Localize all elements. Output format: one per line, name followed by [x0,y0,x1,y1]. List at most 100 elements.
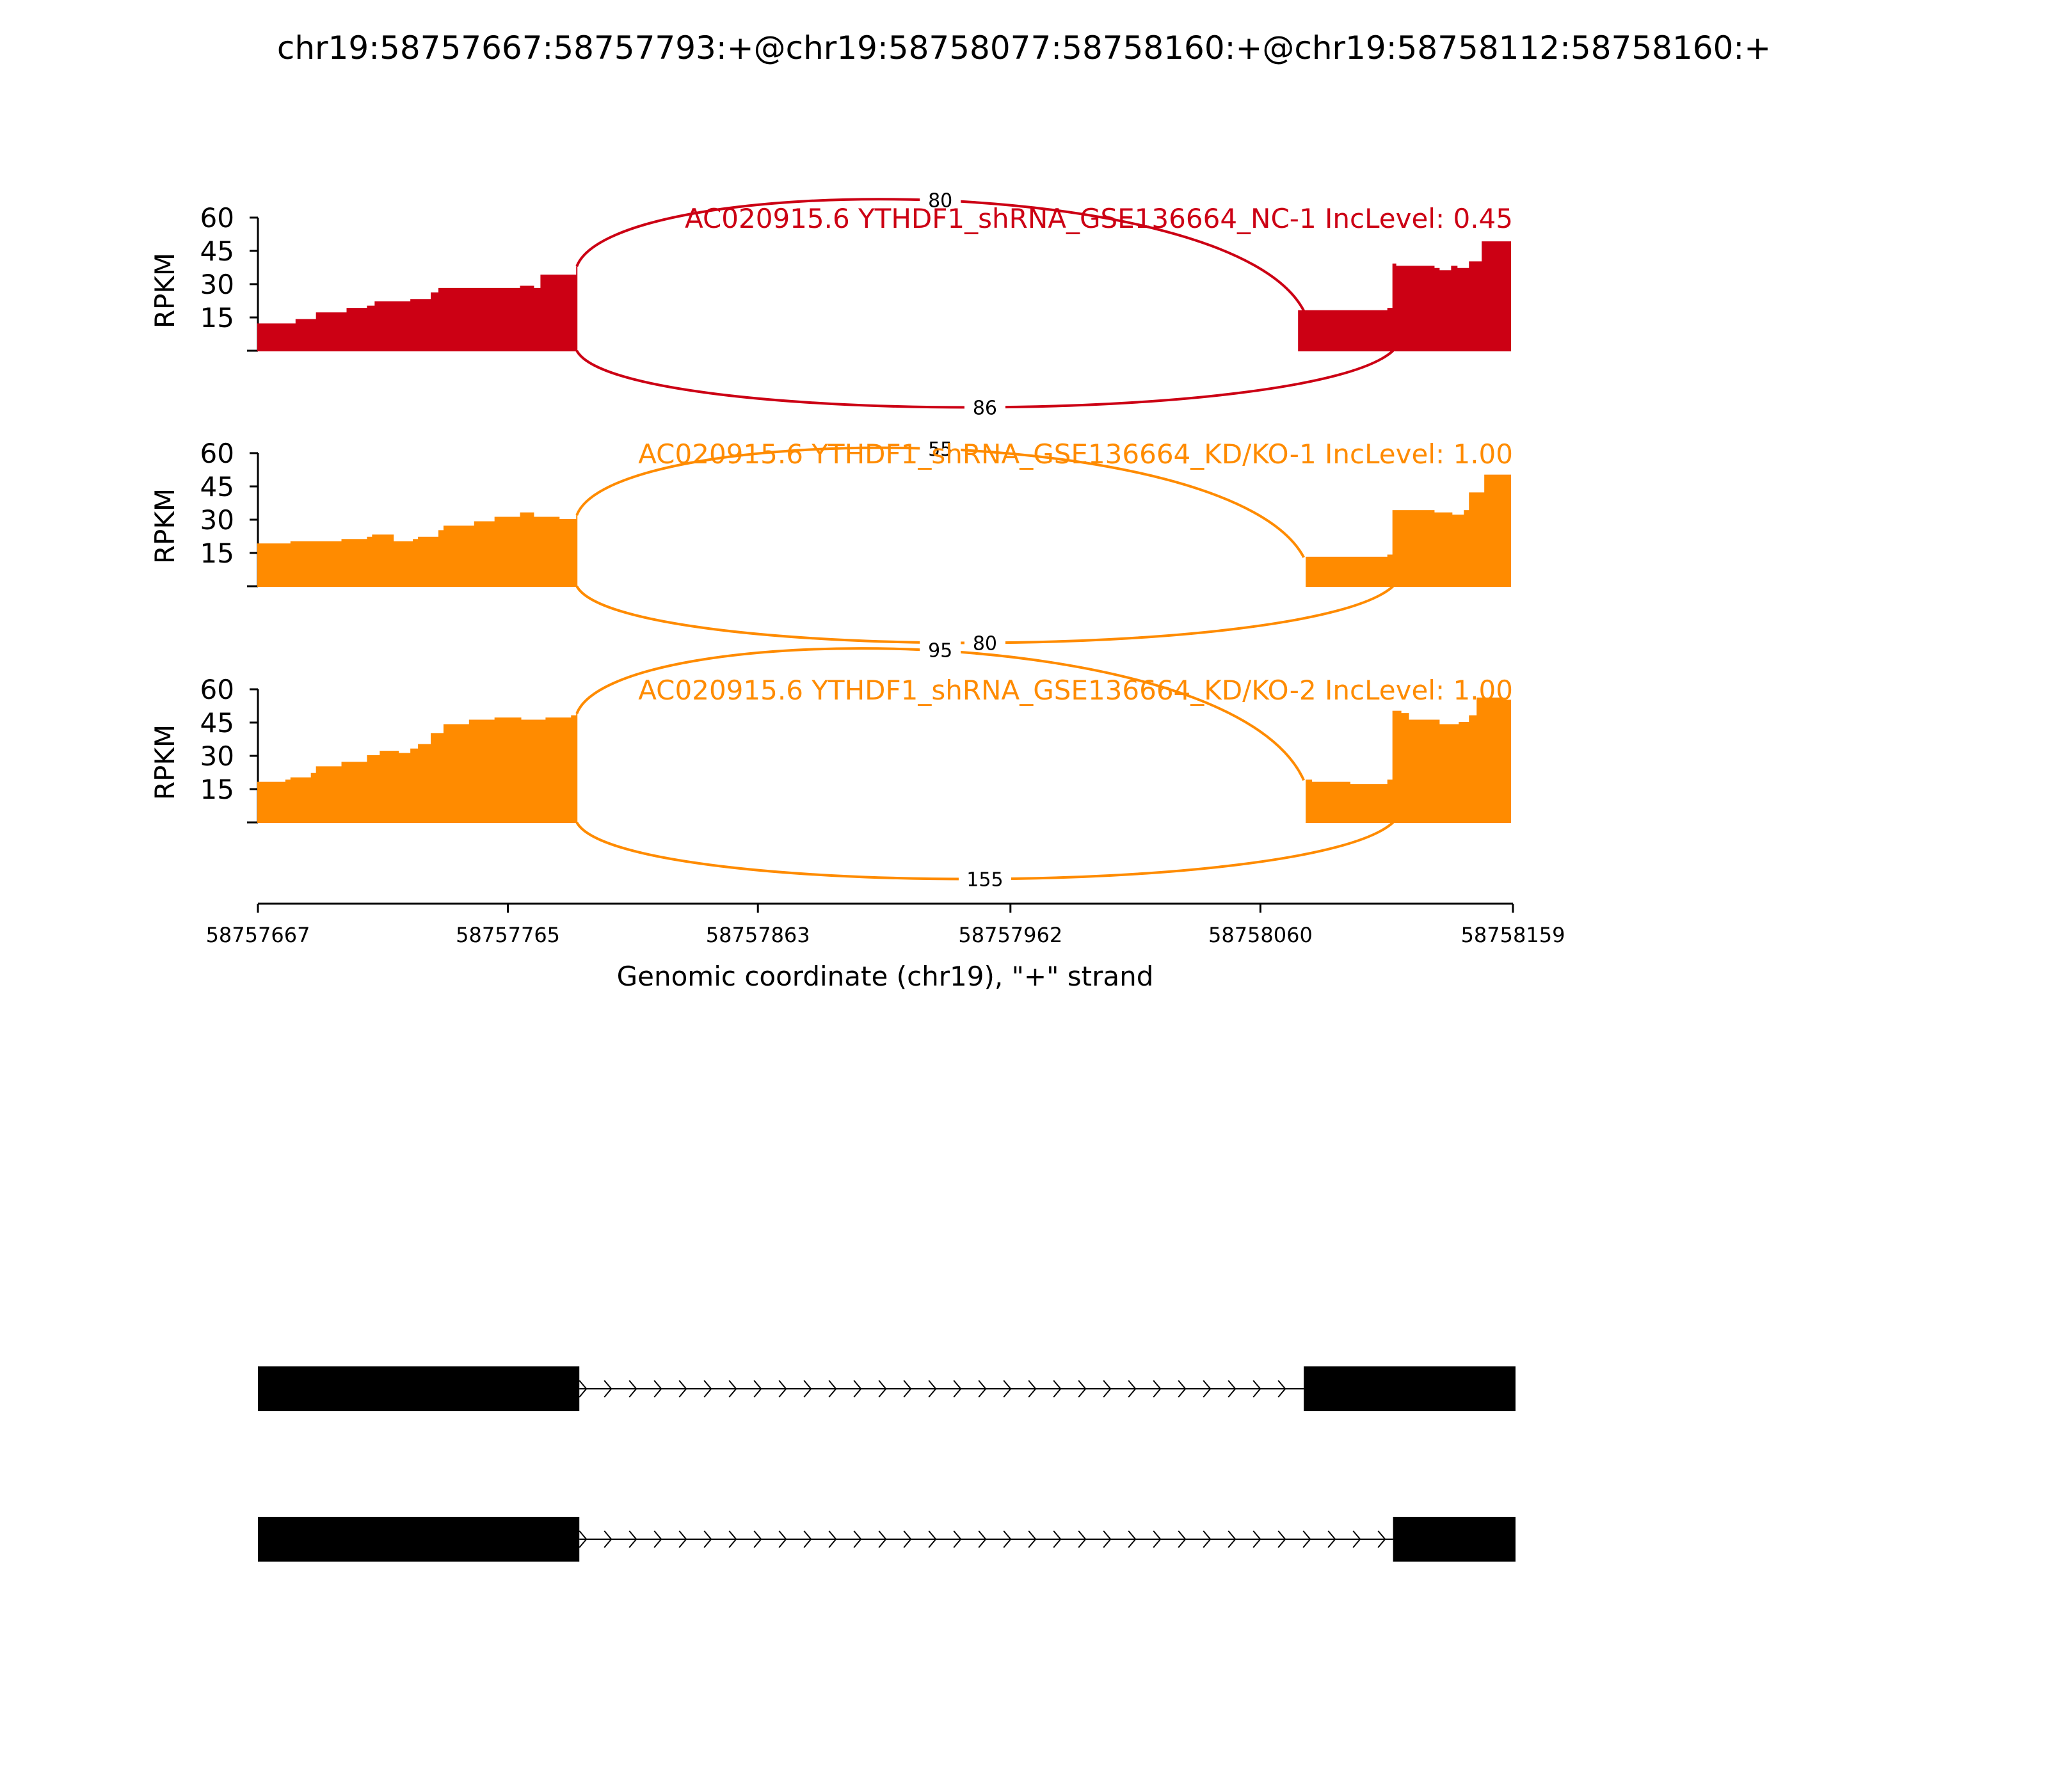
y-tick-label: 30 [200,269,234,300]
junction-count: 86 [973,397,997,420]
junction-count-bg [958,866,1011,892]
strand-arrow [1327,1530,1336,1548]
strand-arrow [1178,1530,1187,1548]
strand-arrow [1203,1530,1212,1548]
strand-arrow [703,1530,712,1548]
strand-arrow [678,1530,687,1548]
strand-arrow [803,1380,812,1398]
strand-arrow [1128,1380,1137,1398]
strand-arrow [978,1380,987,1398]
y-tick-label: 45 [200,707,234,739]
x-axis-ticks: 58757667 58757765 58757863 58757962 58758060… [206,904,1565,947]
strand-arrow [828,1380,837,1398]
strand-arrow [1153,1530,1162,1548]
track-label: AC020915.6 YTHDF1_shRNA_GSE136664_KD/KO-… [638,675,1513,706]
strand-arrow [678,1380,687,1398]
strand-arrow [653,1380,662,1398]
strand-arrow [1153,1380,1162,1398]
coverage-area-1 [257,512,578,587]
x-tick-label: 58757863 [706,923,810,947]
strand-arrow [1078,1530,1087,1548]
strand-arrow [803,1530,812,1548]
junction-count-bg [920,187,961,213]
strand-arrow [728,1530,737,1548]
strand-arrow [604,1380,612,1398]
x-axis: 58757667 58757765 58757863 58757962 58758060… [206,902,1565,992]
track-label: AC020915.6 YTHDF1_shRNA_GSE136664_NC-1 I… [685,203,1513,234]
y-tick-label: 30 [200,740,234,772]
strand-arrow [1028,1530,1037,1548]
strand-arrow [1252,1530,1261,1548]
y-tick-label: 15 [200,302,234,333]
coverage-area-1 [257,714,578,823]
strand-arrow [703,1380,712,1398]
junction-count-bg [964,394,1005,420]
strand-arrow [753,1530,762,1548]
strand-arrow [1103,1380,1112,1398]
strand-arrow [604,1530,612,1548]
exon-2 [1304,1366,1516,1411]
strand-arrow [903,1380,912,1398]
strand-arrow [579,1530,588,1548]
strand-arrow [978,1530,987,1548]
strand-arrow [878,1380,887,1398]
strand-arrow [579,1380,588,1398]
junction-count: 55 [928,438,952,461]
y-tick-label: 15 [200,538,234,569]
strand-arrow [828,1530,837,1548]
junction-count: 155 [966,869,1003,892]
strand-arrow [1252,1380,1261,1398]
y-tick-label: 15 [200,774,234,805]
strand-arrow [1377,1530,1386,1548]
y-tick-label: 45 [200,236,234,267]
junction-count-bg [920,435,961,461]
coverage-area-2 [1298,241,1512,351]
x-tick-label: 58757667 [206,923,310,947]
x-tick-label: 58757765 [456,923,560,947]
strand-arrow [1078,1380,1087,1398]
strand-arrow [1203,1380,1212,1398]
y-tick-label: 45 [200,471,234,502]
strand-arrow [928,1380,937,1398]
strand-arrow [953,1530,962,1548]
junction-count-bg [964,630,1005,656]
strand-arrow [753,1380,762,1398]
y-tick-label: 60 [200,674,234,705]
coverage-area-1 [257,266,578,351]
strand-arrow [653,1530,662,1548]
junction-count: 80 [973,633,997,655]
x-axis-label: Genomic coordinate (chr19), "+" strand [617,961,1154,992]
strand-arrow [1277,1380,1286,1398]
y-axis-label: RPKM [149,488,180,564]
strand-arrow [853,1530,862,1548]
strand-arrow [1103,1530,1112,1548]
y-axis-label: RPKM [149,724,180,800]
strand-arrow [628,1530,637,1548]
strand-arrow [1228,1530,1236,1548]
gene-model-1 [258,1366,1516,1411]
x-tick-label: 58757962 [958,923,1062,947]
y-axis-label: RPKM [149,253,180,328]
junction-count: 80 [928,189,952,212]
strand-arrow [1352,1530,1361,1548]
track-label: AC020915.6 YTHDF1_shRNA_GSE136664_KD/KO-… [638,438,1513,470]
strand-arrow [778,1380,787,1398]
exon-1 [258,1366,580,1411]
strand-arrow [1302,1530,1311,1548]
coverage-area-2 [1306,697,1512,823]
strand-arrow [1003,1530,1012,1548]
exon-2 [1393,1517,1516,1562]
junction-count-bg [920,637,961,663]
junction-arc-1 [575,647,1305,781]
y-tick-label: 30 [200,504,234,536]
strand-arrow [1028,1380,1037,1398]
strand-arrow [1277,1530,1286,1548]
junction-count: 95 [928,640,952,662]
strand-arrow [1053,1380,1062,1398]
exon-1 [258,1517,580,1562]
strand-arrow [628,1380,637,1398]
